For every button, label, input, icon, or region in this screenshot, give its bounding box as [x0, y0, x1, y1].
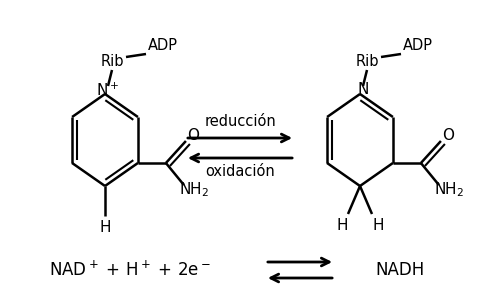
Text: O: O: [442, 129, 454, 143]
Text: N: N: [358, 82, 368, 98]
Text: H: H: [372, 219, 384, 233]
Text: H: H: [99, 220, 111, 236]
Text: N$^+$: N$^+$: [96, 81, 120, 99]
Text: ADP: ADP: [403, 39, 433, 54]
Text: Rib: Rib: [100, 54, 124, 70]
Text: NAD$^+$ + H$^+$ + 2e$^-$: NAD$^+$ + H$^+$ + 2e$^-$: [49, 260, 211, 280]
Text: O: O: [187, 129, 199, 143]
Text: reducción: reducción: [204, 115, 276, 130]
Text: ADP: ADP: [148, 39, 178, 54]
Text: NH$_2$: NH$_2$: [434, 181, 464, 199]
Text: NH$_2$: NH$_2$: [179, 181, 209, 199]
Text: H: H: [336, 219, 348, 233]
Text: oxidación: oxidación: [205, 164, 275, 179]
Text: Rib: Rib: [355, 54, 379, 70]
Text: NADH: NADH: [376, 261, 424, 279]
